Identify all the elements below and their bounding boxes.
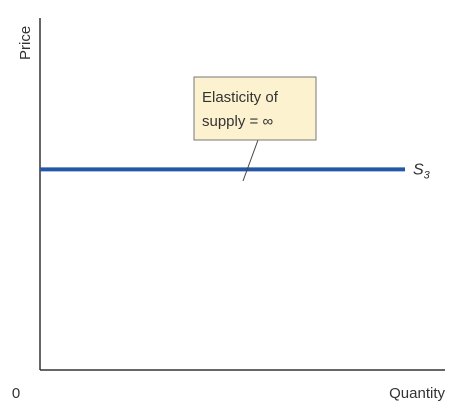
series-label-sub: 3: [424, 169, 431, 181]
annotation-box: [193, 76, 317, 141]
annotation-leader: [242, 139, 259, 182]
x-axis-label: Quantity: [389, 385, 445, 402]
annotation-line-1: Elasticity of: [202, 89, 279, 106]
origin-label: 0: [12, 385, 20, 402]
y-axis-label: Price: [17, 26, 34, 60]
series-label-s3: S3: [413, 161, 431, 181]
series-label-base: S: [413, 161, 424, 178]
annotation-line-2: supply = ∞: [202, 113, 273, 130]
